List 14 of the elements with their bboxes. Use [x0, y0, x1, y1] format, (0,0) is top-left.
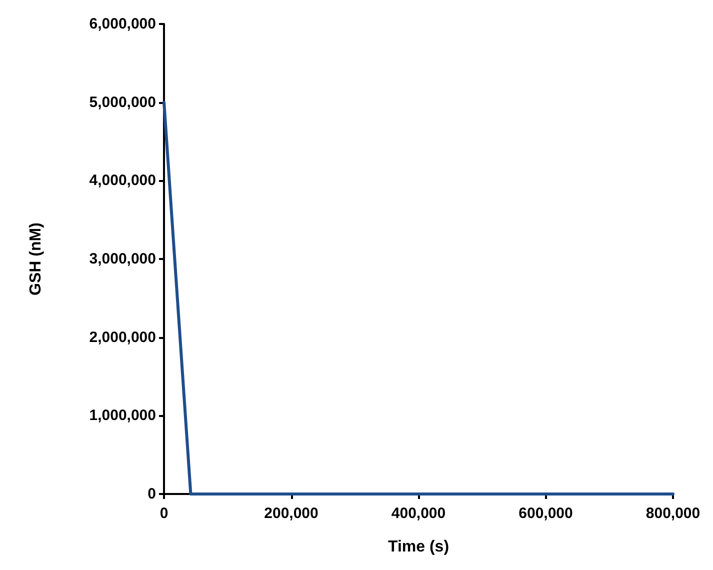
- x-tick-label: 800,000: [646, 505, 700, 522]
- y-tick-label: 1,000,000: [89, 407, 156, 424]
- y-axis-title: GSH (nM): [28, 222, 44, 296]
- y-tick-label: 0: [148, 486, 156, 502]
- y-tick-label: 6,000,000: [89, 16, 156, 32]
- x-tick-label: 200,000: [264, 505, 318, 522]
- x-axis-title: Time (s): [388, 538, 450, 556]
- x-tick-label: 600,000: [518, 505, 573, 522]
- y-tick-label: 5,000,000: [89, 94, 156, 111]
- y-tick-label: 2,000,000: [89, 328, 156, 346]
- y-tick-label: 3,000,000: [89, 250, 156, 268]
- x-tick-label: 0: [160, 505, 168, 522]
- x-tick-label: 400,000: [391, 505, 446, 522]
- y-tick-label: 4,000,000: [89, 172, 156, 190]
